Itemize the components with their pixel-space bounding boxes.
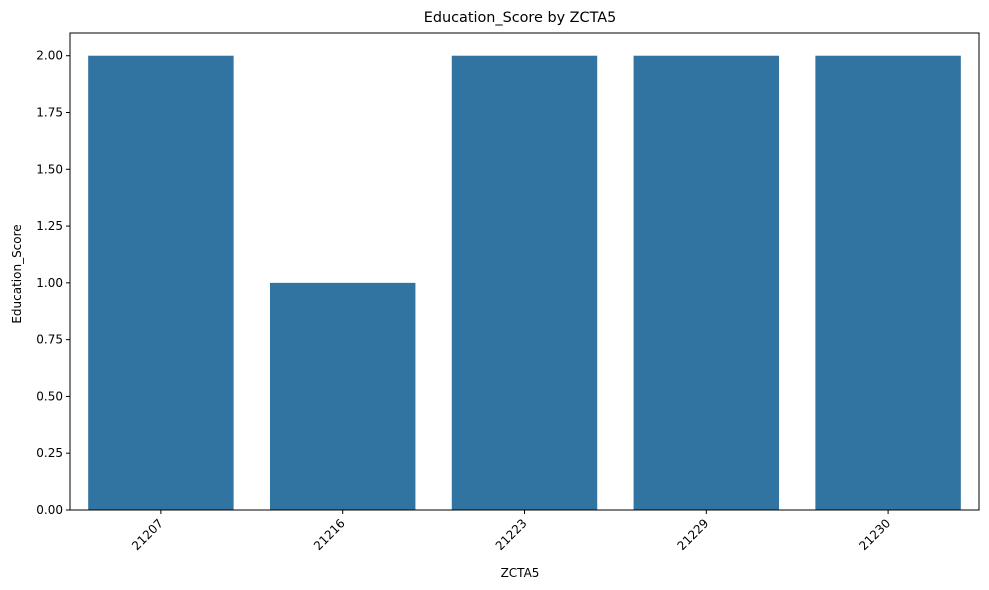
y-tick-label: 1.75 (36, 106, 63, 120)
bar-21229 (633, 55, 780, 510)
x-axis-label: ZCTA5 (501, 566, 540, 580)
y-tick-label: 0.25 (36, 446, 63, 460)
plot-frame (69, 32, 980, 511)
x-tick-label: 21230 (856, 516, 893, 553)
x-tick-label: 21223 (493, 516, 530, 553)
bar-21216 (269, 282, 416, 510)
y-tick-label: 0.00 (36, 503, 63, 517)
y-tick-label: 2.00 (36, 49, 63, 63)
y-axis-label: Education_Score (10, 224, 24, 323)
bar-21207 (88, 55, 234, 510)
y-tick-label: 0.50 (36, 389, 63, 403)
bar-21223 (451, 55, 598, 510)
x-axis: 21207 21216 21223 21229 21230 (129, 510, 893, 553)
x-tick-label: 21207 (129, 516, 166, 553)
x-tick-label: 21216 (311, 516, 348, 553)
y-tick-label: 1.25 (36, 219, 63, 233)
chart-title: Education_Score by ZCTA5 (424, 10, 617, 26)
bar-21230 (815, 55, 961, 510)
y-tick-label: 1.50 (36, 162, 63, 176)
x-tick-label: 21229 (675, 516, 712, 553)
y-axis: 0.00 0.25 0.50 0.75 1.00 1.25 1.50 1.75 2.00 (36, 49, 70, 517)
y-tick-label: 0.75 (36, 333, 63, 347)
y-tick-label: 1.00 (36, 276, 63, 290)
bars-group (88, 55, 961, 510)
